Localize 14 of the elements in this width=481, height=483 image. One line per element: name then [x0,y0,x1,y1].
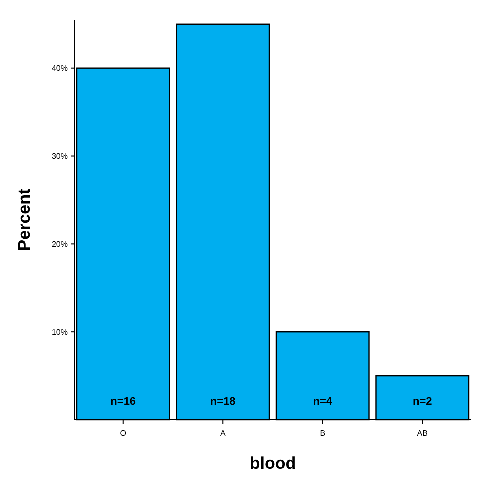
y-tick-label: 30% [52,152,68,162]
x-tick-label: B [320,429,326,438]
x-axis-title: blood [250,454,296,473]
annotation: n=2 [412,396,432,408]
y-tick-label: 10% [52,328,68,337]
x-tick-label: O [120,429,126,438]
x-tick-label: A [220,429,226,438]
y-axis-title: Percent [15,188,34,252]
x-tick-label: AB [417,429,428,438]
y-tick-label: 20% [52,240,68,249]
annotation: n=18 [210,396,236,408]
y-tick-label: 40% [52,64,68,74]
annotation: n=4 [313,396,334,408]
annotation: n=16 [110,396,136,408]
